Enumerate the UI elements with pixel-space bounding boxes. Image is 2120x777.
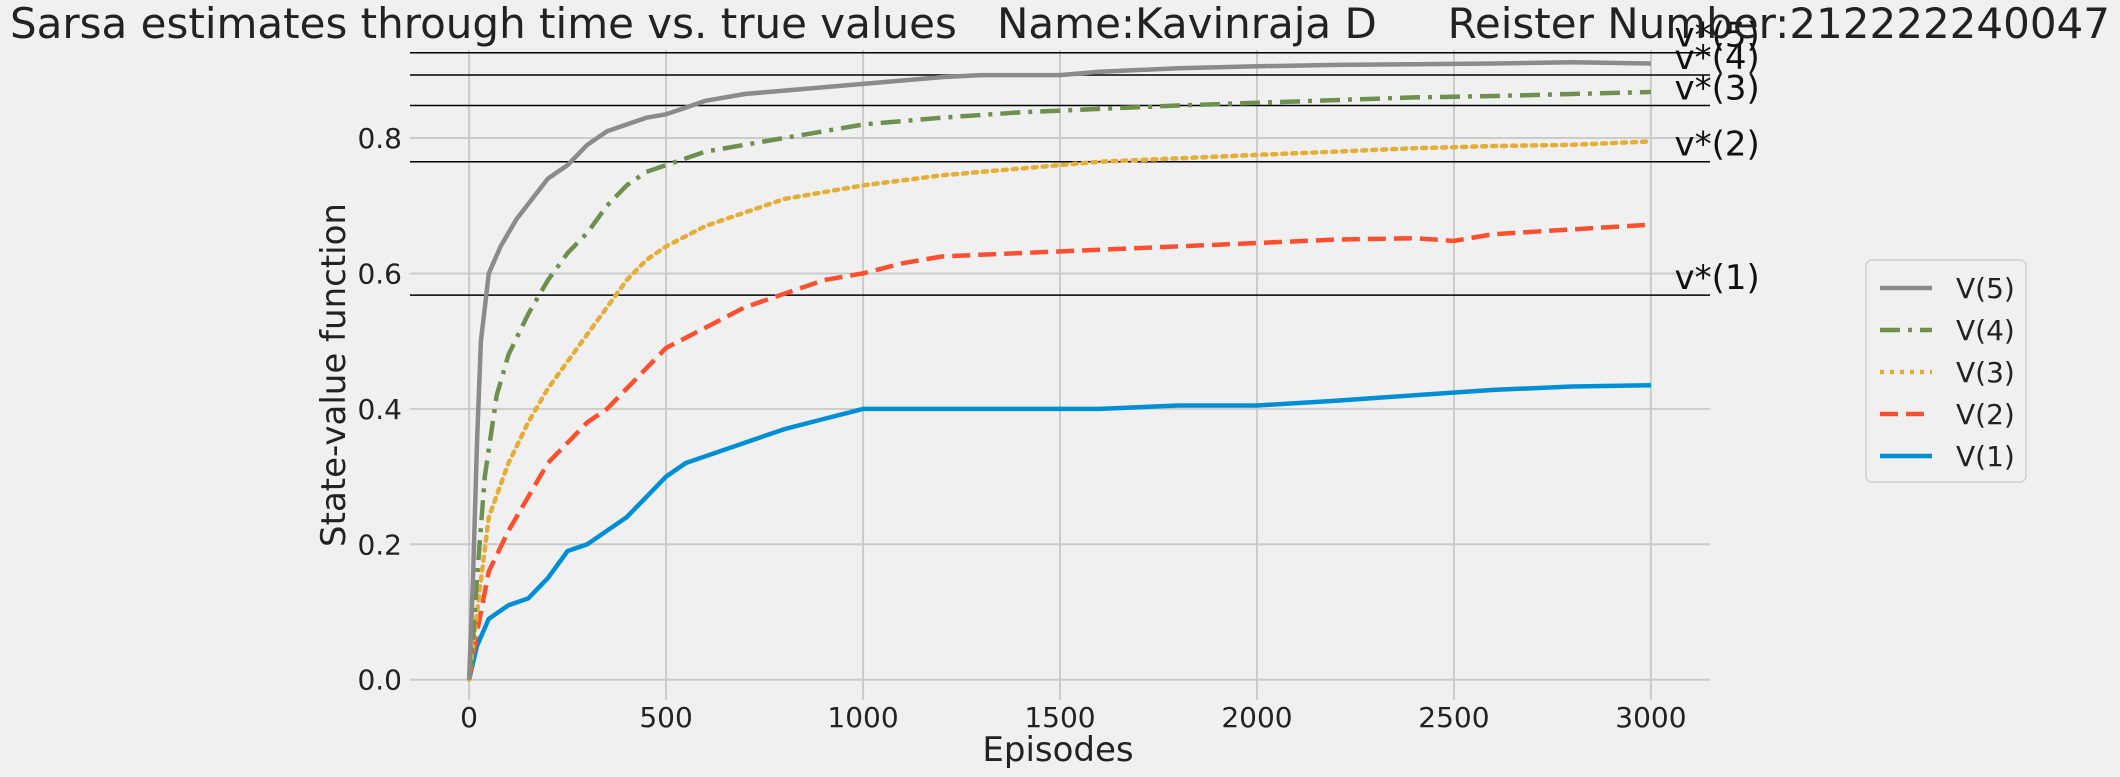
legend-label: V(3): [1956, 356, 2015, 389]
reference-lines: v*(1)v*(2)v*(3)v*(4)v*(5): [410, 16, 1760, 298]
x-axis-label: Episodes: [982, 730, 1133, 770]
y-tick-label: 0.4: [357, 393, 402, 426]
series-lines: [466, 59, 1654, 682]
series-line-V(1): [466, 382, 1651, 681]
reference-line-label: v*(4): [1675, 38, 1760, 78]
series-line-V(4): [466, 89, 1651, 680]
tick-labels: 0 500 1000 1500 2000 2500 3000 0.0 0.2 0.4 0.6 0.8: [357, 122, 1686, 734]
legend-label: V(2): [1956, 398, 2015, 431]
y-tick-label: 0.8: [357, 122, 402, 155]
legend-box: [1865, 259, 2027, 483]
y-tick-label: 0.2: [357, 528, 402, 561]
legend: V(5) V(4) V(3) V(2) V(1): [1865, 259, 2027, 483]
chart-title-part-2: Name:Kavinraja D: [997, 0, 1377, 48]
x-tick-label: 2500: [1418, 701, 1489, 734]
legend-label: V(4): [1956, 314, 2015, 347]
x-tick-label: 3000: [1615, 701, 1686, 734]
x-tick-label: 2000: [1221, 701, 1292, 734]
chart-title-part-3: Reister Number:212222240047: [1448, 0, 2110, 48]
x-tick-label: 1000: [827, 701, 898, 734]
y-axis-label: State-value function: [314, 203, 354, 547]
reference-line-label: v*(5): [1675, 16, 1760, 56]
series-line-V(5): [466, 59, 1651, 680]
series-line-V(2): [466, 222, 1652, 681]
legend-label: V(5): [1956, 272, 2015, 305]
y-tick-label: 0.0: [357, 664, 402, 697]
legend-label: V(1): [1956, 440, 2015, 473]
series-line-V(3): [466, 139, 1654, 682]
y-tick-label: 0.6: [357, 257, 402, 290]
reference-line-label: v*(1): [1675, 258, 1760, 298]
x-tick-label: 0: [460, 701, 478, 734]
chart-title-part-1: Sarsa estimates through time vs. true va…: [10, 0, 957, 48]
x-tick-label: 1500: [1024, 701, 1095, 734]
x-tick-label: 500: [639, 701, 692, 734]
reference-line-label: v*(2): [1675, 125, 1760, 165]
